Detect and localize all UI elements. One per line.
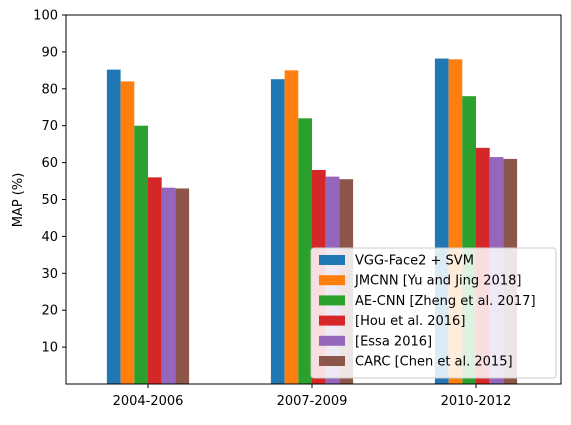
bar (134, 125, 148, 384)
y-tick-label: 90 (41, 45, 58, 60)
y-tick-label: 10 (41, 341, 58, 356)
legend-swatch (319, 356, 345, 366)
legend-label: JMCNN [Yu and Jing 2018] (354, 274, 521, 289)
legend-swatch (319, 315, 345, 326)
y-tick-label: 40 (41, 230, 58, 245)
bar (148, 177, 162, 384)
legend-label: [Hou et al. 2016] (355, 314, 465, 329)
x-tick-label: 2010-2012 (441, 394, 512, 409)
legend-box (310, 247, 557, 379)
y-tick-label: 30 (41, 267, 58, 282)
bar (120, 81, 135, 385)
x-tick-label: 2004-2006 (113, 394, 184, 409)
legend: VGG-Face2 + SVM JMCNN [Yu and Jing 2018] A… (310, 247, 557, 379)
legend-label: AE-CNN [Zheng et al. 2017] (355, 294, 536, 309)
legend-label: VGG-Face2 + SVM (355, 254, 474, 269)
bar (270, 79, 285, 385)
legend-swatch (319, 295, 345, 306)
legend-swatch (319, 335, 345, 346)
y-tick-label: 70 (41, 119, 58, 134)
y-tick-label: 80 (41, 82, 58, 97)
y-tick-label: 50 (41, 193, 58, 208)
x-tick-label: 2007-2009 (277, 394, 348, 409)
bar (161, 187, 176, 384)
legend-swatch (319, 255, 345, 265)
y-axis-label: MAP (%) (11, 173, 26, 228)
bar (284, 70, 299, 384)
y-tick-label: 100 (33, 9, 58, 24)
bar (298, 118, 312, 384)
y-tick-label: 20 (41, 304, 58, 319)
y-tick-label: 60 (41, 156, 58, 171)
legend-label: [Essa 2016] (355, 334, 432, 349)
bar (175, 188, 190, 384)
bar (106, 69, 121, 384)
legend-label: CARC [Chen et al. 2015] (355, 355, 513, 370)
x-axis: 2004-2006 2007-2009 2010-2012 (113, 384, 512, 409)
y-axis: 10 20 30 40 50 60 70 80 90 100 (33, 9, 66, 356)
legend-swatch (319, 275, 345, 286)
